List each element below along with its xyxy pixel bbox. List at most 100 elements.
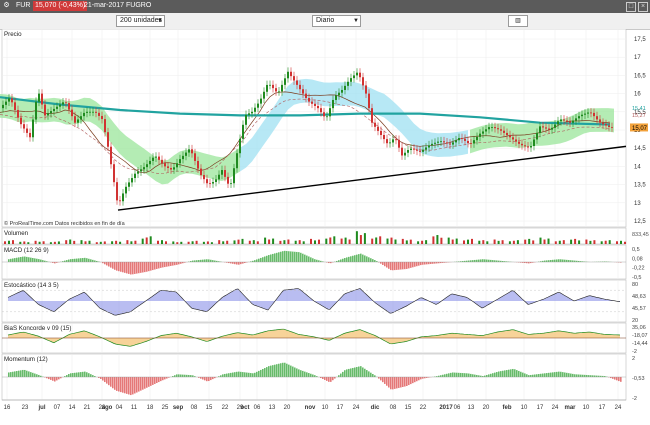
candle-body — [584, 113, 586, 115]
candle-body — [158, 156, 160, 160]
candle-body — [155, 156, 157, 158]
macd-bar — [206, 259, 208, 262]
momentum-bar — [140, 377, 142, 391]
units-select[interactable]: 200 unidades ▼ — [116, 15, 165, 27]
macd-bar — [196, 260, 198, 262]
volume-bar — [141, 238, 144, 244]
candle-body — [563, 119, 565, 121]
macd-bar — [360, 253, 362, 262]
macd-bar — [580, 261, 582, 262]
x-tick-label: 10 — [521, 405, 528, 411]
macd-bar — [262, 257, 264, 262]
macd-bar — [280, 251, 282, 262]
momentum-bar — [234, 372, 236, 377]
momentum-bar — [588, 375, 590, 377]
macd-bar — [440, 262, 442, 264]
macd-bar — [148, 262, 150, 272]
chart-area[interactable]: Precio 17,5 17 16,5 16 15,5 15 14,5 14 13,5 13 12,5… — [0, 29, 650, 425]
momentum-bar — [126, 377, 128, 394]
bias-line — [7, 328, 621, 347]
macd-bar — [300, 252, 302, 262]
candle-body — [545, 127, 547, 129]
macd-bar — [492, 260, 494, 262]
momentum-bar — [292, 366, 294, 377]
volume-bar — [65, 240, 68, 244]
candle-body — [560, 119, 562, 122]
momentum-bar — [554, 372, 556, 377]
macd-bar — [36, 258, 38, 262]
momentum-bar — [518, 370, 520, 377]
volume-bar — [589, 240, 592, 244]
x-tick-label: 24 — [552, 405, 559, 411]
momentum-bar — [540, 373, 542, 377]
candle-body — [218, 174, 220, 180]
momentum-bar — [516, 370, 518, 377]
macd-bar — [258, 258, 260, 262]
x-tick-label: ago — [102, 405, 113, 411]
maximize-icon[interactable]: □ — [626, 2, 636, 12]
candle-body — [611, 126, 613, 128]
momentum-bar — [16, 371, 18, 377]
macd-bar — [444, 262, 446, 263]
momentum-bar — [286, 363, 288, 377]
period-select[interactable]: Diario ▼ — [312, 15, 361, 27]
macd-bar — [102, 262, 104, 264]
close-icon[interactable]: × — [638, 2, 648, 12]
momentum-bar — [48, 377, 50, 380]
x-tick-label: jul — [38, 405, 46, 411]
volume-bar — [149, 236, 152, 244]
momentum-bar — [302, 370, 304, 377]
candle-body — [164, 163, 166, 167]
macd-bar — [418, 262, 420, 266]
candle-body — [377, 126, 379, 131]
volume-bar — [329, 237, 332, 244]
volume-title: Volumen — [4, 230, 29, 237]
candle-body — [341, 89, 343, 93]
momentum-bar — [576, 374, 578, 377]
momentum-bar — [572, 373, 574, 377]
candle-body — [347, 81, 349, 86]
momentum-bar — [154, 377, 156, 384]
macd-bar — [242, 262, 244, 264]
macd-axis-label: 0,08 — [632, 256, 643, 262]
momentum-bar — [486, 374, 488, 377]
momentum-bar — [100, 377, 102, 379]
macd-bar — [500, 260, 502, 262]
candle-body — [293, 76, 295, 81]
volume-bar — [111, 241, 114, 244]
macd-bar — [404, 262, 406, 270]
momentum-panel: Momentum (12) 2 -0,53 -2 — [1, 353, 645, 402]
momentum-bar — [296, 368, 298, 377]
momentum-bar — [388, 377, 390, 388]
candle-body — [554, 124, 556, 128]
macd-bar — [574, 260, 576, 262]
ichimoku-cloud — [240, 78, 330, 172]
candle-body — [299, 84, 301, 90]
macd-bar — [110, 262, 112, 268]
volume-bar — [226, 240, 229, 244]
candle-body — [512, 137, 514, 140]
volume-bar — [386, 238, 389, 244]
gear-icon[interactable]: ⚙ — [3, 2, 10, 9]
x-tick-label: 18 — [147, 405, 154, 411]
candle-body — [368, 93, 370, 109]
candle-body — [386, 139, 388, 144]
volume-bar — [310, 238, 312, 244]
momentum-bar — [568, 373, 570, 377]
macd-bar — [412, 262, 414, 268]
momentum-bar — [212, 377, 214, 380]
bias-axis-label: 35,06 — [632, 325, 646, 331]
candlestick-chart-icon[interactable]: ▥ — [508, 15, 528, 27]
date-name-label: 21-mar-2017 FUGRO — [84, 2, 152, 9]
macd-bar — [160, 262, 162, 268]
momentum-bar — [334, 377, 336, 379]
momentum-bar — [148, 377, 150, 387]
momentum-bar — [70, 373, 72, 377]
momentum-bar — [384, 377, 386, 384]
macd-bar — [466, 260, 468, 262]
momentum-bar — [592, 375, 594, 377]
volume-bar — [165, 241, 167, 244]
candle-body — [566, 120, 568, 122]
macd-bar — [578, 260, 580, 262]
